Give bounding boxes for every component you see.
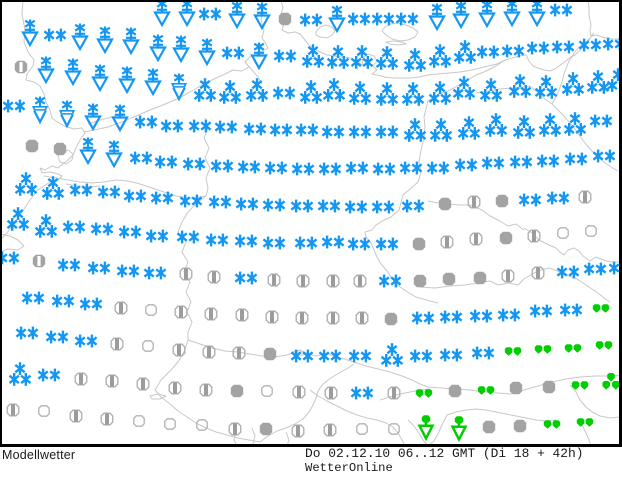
svg-text:Modellwetter: Modellwetter — [2, 448, 75, 462]
svg-text:Do 02.12.10 06..12 GMT (Di 18: Do 02.12.10 06..12 GMT (Di 18 + 42h) — [305, 446, 583, 461]
svg-text:WetterOnline: WetterOnline — [305, 461, 393, 475]
